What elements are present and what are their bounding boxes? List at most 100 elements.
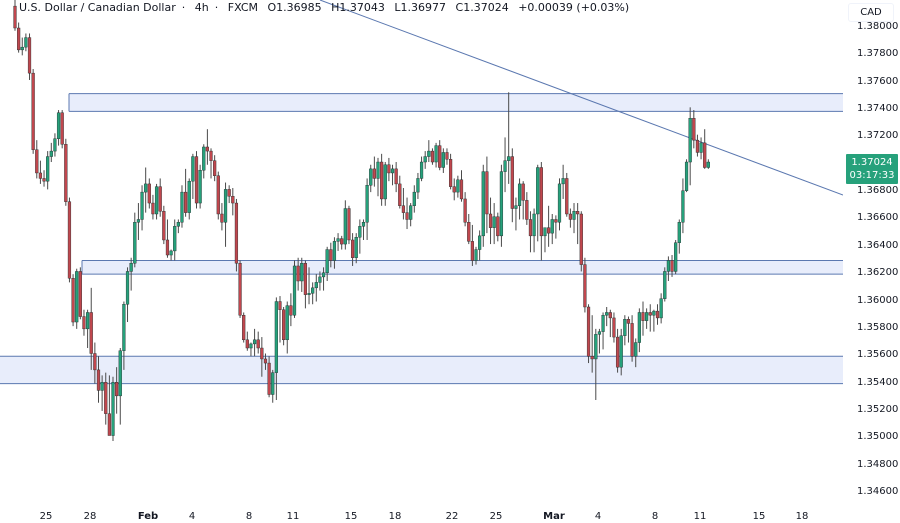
candle-down — [278, 301, 282, 310]
candle-up — [681, 190, 685, 223]
candle-up — [325, 249, 329, 274]
candle-down — [162, 211, 166, 241]
candle-down — [347, 208, 351, 241]
price-tick-label: 1.35600 — [857, 349, 899, 361]
candle-down — [608, 312, 612, 319]
candle-down — [184, 191, 188, 213]
candle-down — [405, 212, 409, 220]
candle-down — [82, 316, 86, 330]
candle-down — [78, 271, 82, 317]
candle-up — [321, 272, 326, 278]
candle-up — [550, 219, 554, 234]
candle-up — [136, 219, 141, 223]
separator-dot: · — [214, 1, 219, 14]
candle-down — [93, 353, 97, 371]
candle-up — [173, 226, 177, 252]
candle-up — [376, 161, 380, 179]
candle-down — [350, 239, 355, 258]
candle-down — [488, 213, 493, 228]
candle-up — [271, 372, 275, 395]
candle-down — [205, 146, 209, 152]
candle-up — [249, 343, 253, 349]
candle-up — [140, 191, 144, 220]
candle-up — [492, 216, 496, 228]
candle-down — [60, 112, 64, 145]
candle-down — [158, 186, 162, 212]
candle-up — [699, 142, 703, 153]
candle-up — [252, 339, 257, 345]
candle-up — [354, 237, 358, 258]
candle-up — [572, 211, 576, 220]
resistance-zone — [69, 93, 843, 112]
candle-down — [238, 263, 242, 316]
candle-down — [568, 213, 572, 220]
candle-up — [601, 314, 605, 332]
candle-up — [332, 241, 337, 261]
candle-up — [202, 146, 206, 171]
candle-up — [503, 160, 507, 172]
currency-label[interactable]: CAD — [848, 3, 894, 22]
price-tick-label: 1.36600 — [857, 212, 899, 224]
candle-down — [27, 37, 32, 74]
candle-up — [416, 178, 420, 193]
candle-down — [234, 202, 239, 264]
bar-countdown: 03:17:33 — [849, 170, 895, 181]
candle-up — [666, 260, 670, 272]
price-tick-label: 1.35800 — [857, 321, 899, 333]
candle-up — [532, 213, 536, 237]
candle-down — [648, 312, 652, 316]
candle-down — [282, 309, 286, 341]
candle-up — [419, 161, 424, 179]
current-price-tag: 1.37024 03:17:33 — [846, 154, 898, 184]
candle-down — [452, 186, 456, 193]
candle-up — [507, 156, 511, 161]
price-tick-label: 1.36800 — [857, 185, 899, 197]
candle-down — [445, 152, 449, 160]
price-tick-label: 1.36400 — [857, 239, 899, 251]
interval-label[interactable]: 4h — [194, 1, 209, 14]
candle-down — [467, 221, 471, 242]
candle-down — [586, 306, 591, 357]
candle-up — [176, 221, 180, 227]
candle-up — [517, 183, 522, 206]
candle-down — [438, 145, 442, 168]
candle-up — [423, 156, 427, 163]
candle-up — [118, 350, 122, 397]
candle-up — [20, 46, 24, 51]
candle-down — [590, 356, 594, 360]
candle-up — [274, 301, 278, 373]
symbol-name[interactable]: U.S. Dollar / Canadian Dollar — [19, 1, 176, 14]
price-tick-label: 1.36000 — [857, 294, 899, 306]
price-tick-label: 1.37200 — [857, 130, 899, 142]
candle-down — [13, 5, 17, 29]
change-value: +0.00039 (+0.03%) — [518, 1, 630, 14]
candle-down — [387, 164, 391, 174]
price-tick-label: 1.35200 — [857, 403, 899, 415]
candle-up — [684, 161, 689, 191]
candle-down — [165, 239, 170, 256]
candle-up — [623, 319, 627, 336]
candle-up — [343, 208, 347, 245]
candle-down — [630, 323, 634, 357]
candle-up — [645, 312, 649, 321]
candle-up — [412, 191, 416, 206]
open-value: O1.36985 — [267, 1, 322, 14]
candle-up — [409, 205, 413, 220]
price-chart-canvas[interactable] — [0, 0, 843, 523]
candle-up — [594, 334, 598, 360]
candle-down — [430, 150, 435, 163]
middle-support-zone — [82, 260, 843, 275]
low-value: L1.36977 — [394, 1, 447, 14]
candle-down — [695, 139, 700, 153]
candle-down — [485, 171, 489, 215]
candle-down — [147, 183, 151, 204]
candle-down — [104, 382, 108, 414]
candle-down — [329, 249, 333, 261]
candle-down — [17, 27, 21, 51]
candle-down — [565, 178, 569, 215]
price-tick-label: 1.34600 — [857, 485, 899, 497]
candle-up — [474, 249, 478, 261]
price-tick-label: 1.36200 — [857, 267, 899, 279]
price-axis[interactable] — [843, 0, 900, 523]
